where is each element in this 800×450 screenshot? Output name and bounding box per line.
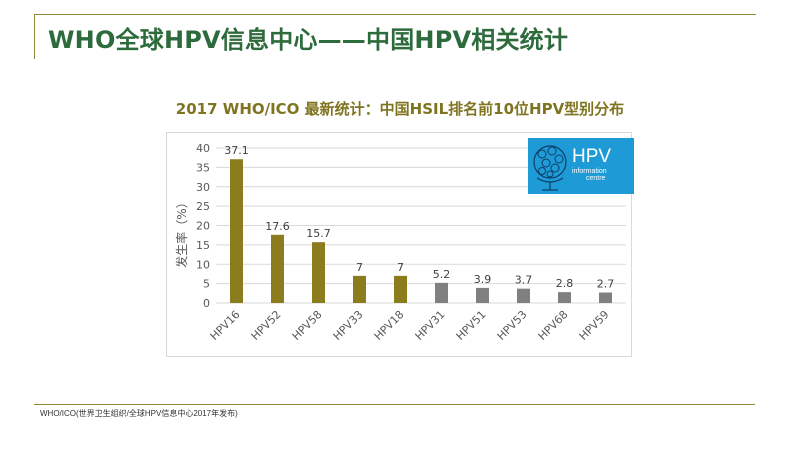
y-tick-label: 20	[196, 220, 210, 233]
logo-subtext-line1: information	[572, 168, 607, 175]
bar-hpv18	[394, 275, 407, 303]
logo-subtext-line2: centre	[586, 175, 606, 182]
y-tick-label: 15	[196, 239, 210, 252]
value-label: 17.6	[265, 220, 290, 233]
bar-hpv68	[558, 292, 571, 303]
hpv-information-centre-logo: HPV information centre	[528, 138, 634, 194]
x-tick-label: HPV52	[249, 308, 284, 343]
y-tick-label: 40	[196, 142, 210, 155]
y-tick-label: 25	[196, 200, 210, 213]
bar-hpv59	[599, 292, 612, 303]
bar-hpv16	[230, 159, 243, 303]
value-label: 5.2	[433, 268, 451, 281]
x-tick-label: HPV51	[454, 308, 489, 343]
value-label: 15.7	[306, 227, 331, 240]
logo-text: HPV	[572, 146, 612, 167]
globe-icon	[533, 145, 567, 191]
x-tick-label: HPV59	[577, 308, 612, 343]
bar-hpv53	[517, 288, 530, 303]
x-tick-label: HPV58	[290, 308, 325, 343]
x-tick-label: HPV53	[495, 308, 530, 343]
value-labels: 37.1 17.6 15.7 7 7 5.2 3.9 3.7 2.8 2.7	[224, 144, 614, 290]
value-label: 7	[356, 261, 363, 274]
value-label: 2.8	[556, 277, 574, 290]
x-tick-labels: HPV16 HPV52 HPV58 HPV33 HPV18 HPV31 HPV51 HPV53…	[208, 308, 612, 343]
bar-hpv58	[312, 242, 325, 303]
source-footnote: WHO/ICO(世界卫生组织/全球HPV信息中心2017年发布)	[40, 409, 238, 418]
logo-subtext: information centre	[572, 168, 632, 182]
bar-hpv52	[271, 234, 284, 303]
y-tick-labels: 0 5 10 15 20 25 30 35 40	[196, 142, 210, 310]
x-tick-label: HPV33	[331, 308, 366, 343]
bars	[230, 159, 612, 303]
title-frame	[34, 14, 756, 59]
x-tick-label: HPV68	[536, 308, 571, 343]
y-tick-label: 10	[196, 258, 210, 271]
y-tick-label: 35	[196, 161, 210, 174]
slide-title: WHO全球HPV信息中心——中国HPV相关统计	[48, 26, 569, 54]
bar-hpv31	[435, 282, 448, 303]
y-axis-label: 发生率（%）	[174, 196, 189, 267]
y-tick-label: 5	[203, 278, 210, 291]
chart-title: 2017 WHO/ICO 最新统计：中国HSIL排名前10位HPV型别分布	[175, 100, 625, 118]
y-tick-label: 0	[203, 297, 210, 310]
value-label: 7	[397, 261, 404, 274]
x-tick-label: HPV18	[372, 308, 407, 343]
value-label: 37.1	[224, 144, 249, 157]
value-label: 2.7	[597, 278, 615, 291]
bar-hpv51	[476, 287, 489, 303]
value-label: 3.9	[474, 273, 492, 286]
bar-hpv33	[353, 275, 366, 303]
x-tick-label: HPV31	[413, 308, 448, 343]
y-tick-label: 30	[196, 181, 210, 194]
value-label: 3.7	[515, 274, 533, 287]
footer-divider	[34, 404, 755, 405]
x-tick-label: HPV16	[208, 308, 243, 343]
